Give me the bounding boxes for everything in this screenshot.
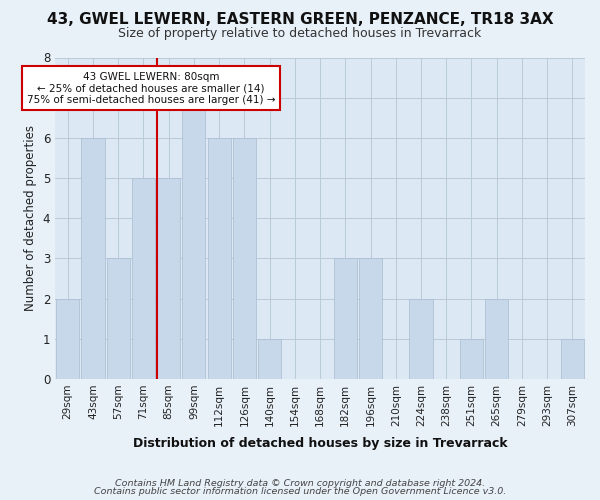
Text: Contains HM Land Registry data © Crown copyright and database right 2024.: Contains HM Land Registry data © Crown c… [115,478,485,488]
Bar [82,138,104,379]
Bar [359,258,382,379]
Bar [182,98,205,379]
Text: 43, GWEL LEWERN, EASTERN GREEN, PENZANCE, TR18 3AX: 43, GWEL LEWERN, EASTERN GREEN, PENZANCE… [47,12,553,28]
Bar [409,298,433,379]
Text: Contains public sector information licensed under the Open Government Licence v3: Contains public sector information licen… [94,487,506,496]
Bar [132,178,155,379]
X-axis label: Distribution of detached houses by size in Trevarrack: Distribution of detached houses by size … [133,437,508,450]
Bar [334,258,357,379]
Bar [157,178,180,379]
Bar [107,258,130,379]
Bar [460,338,483,379]
Bar [208,138,231,379]
Bar [233,138,256,379]
Bar [485,298,508,379]
Text: 43 GWEL LEWERN: 80sqm
← 25% of detached houses are smaller (14)
75% of semi-deta: 43 GWEL LEWERN: 80sqm ← 25% of detached … [27,72,275,105]
Text: Size of property relative to detached houses in Trevarrack: Size of property relative to detached ho… [118,28,482,40]
Bar [561,338,584,379]
Y-axis label: Number of detached properties: Number of detached properties [24,125,37,311]
Bar [258,338,281,379]
Bar [56,298,79,379]
